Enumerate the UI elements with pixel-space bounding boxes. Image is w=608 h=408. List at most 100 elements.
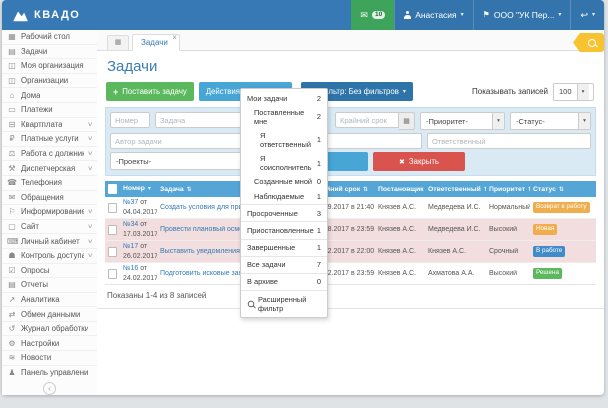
history-menu[interactable]: ↩ ▾ <box>570 0 604 30</box>
sidebar-item-paid-services[interactable]: ₽ Платные услуги ∨ <box>2 132 97 147</box>
filter-priority-select[interactable]: -Приоритет- ▾ <box>420 112 505 130</box>
records-per-page: Показывать записей 100 ▾ <box>472 82 596 101</box>
messages-button[interactable]: ✉ 10 <box>351 0 395 30</box>
task-title-link[interactable]: Подготовить исковые заявления д <box>160 270 272 277</box>
task-author: Князев А.С. <box>378 270 417 277</box>
sidebar-item-surveys[interactable]: ☑ Опросы <box>2 264 97 279</box>
task-number-link[interactable]: №16 <box>123 265 139 273</box>
column-header-number[interactable]: Номер ▾ <box>123 185 151 193</box>
table-row: №17 от 26.02.2017 Выставить уведомления … <box>105 241 596 263</box>
task-title-link[interactable]: Выставить уведомления о задолж <box>160 248 272 255</box>
tasks-table: Номер ▾ Задача ⇅ Крайний срок ⇅ Постанов… <box>105 181 596 285</box>
sidebar-item-website[interactable]: ▢ Сайт ∨ <box>2 220 97 235</box>
select-all-checkbox[interactable] <box>108 184 117 194</box>
filter-menu-item-advanced-filter[interactable]: Расширенный фильтр <box>241 292 327 315</box>
sidebar-item-news[interactable]: ≋ Новости <box>2 351 97 366</box>
filter-menu-item-i-am-responsible[interactable]: Я ответственный 1 <box>260 130 321 149</box>
quick-search-button[interactable] <box>573 33 604 52</box>
create-task-button[interactable]: + Поставить задачу <box>106 82 194 101</box>
column-header-task[interactable]: Задача ⇅ <box>160 185 192 193</box>
filter-menu-item-archived[interactable]: В архиве 0 <box>247 277 321 287</box>
wallet-icon: ⊟ <box>8 119 16 129</box>
chevron-down-icon: ▾ <box>576 83 589 100</box>
menu-divider <box>241 204 327 206</box>
filter-menu-item-all-tasks[interactable]: Все задачи 7 <box>247 260 321 270</box>
sidebar-item-data-exchange[interactable]: ⇄ Обмен данными <box>2 307 97 322</box>
sidebar-item-tasks[interactable]: ▤ Задачи <box>2 45 97 60</box>
filter-status-select[interactable]: -Статус- ▾ <box>510 112 591 130</box>
filter-task-input[interactable] <box>155 112 249 128</box>
filter-deadline-input[interactable] <box>335 112 399 128</box>
row-checkbox[interactable] <box>108 268 117 279</box>
column-header-responsible[interactable]: Ответственный ⇅ <box>425 186 486 193</box>
sidebar-item-analytics[interactable]: ↗ Аналитика <box>2 293 97 308</box>
filter-number-input[interactable] <box>110 112 150 128</box>
company-menu[interactable]: ⚑ ООО "УК Пер... ▾ <box>472 0 571 30</box>
sidebar-item-reports[interactable]: ▤ Отчеты <box>2 278 97 293</box>
table-row: №37 от 04.04.2017 Создать условия для пр… <box>105 197 596 219</box>
laptop-icon: ⌨ <box>7 236 19 246</box>
close-filter-button[interactable]: ✖ Закрыть <box>373 152 465 171</box>
task-deadline: 30.09.2017 в 21:40 <box>314 204 375 211</box>
filter-panel: ▦ -Приоритет- ▾ -Статус- ▾ <box>105 107 596 176</box>
filter-menu-item-assigned-to-me[interactable]: Поставленные мне 2 <box>254 107 321 126</box>
sidebar-collapse-button[interactable]: ‹ <box>43 382 56 395</box>
sidebar-item-my-organization[interactable]: ◫ Моя организация <box>2 59 97 74</box>
tab-tasks[interactable]: Задачи × <box>132 34 180 51</box>
search-icon <box>587 38 596 47</box>
sidebar-item-informing[interactable]: ⚐ Информирование ∨ <box>2 205 97 220</box>
column-header-author[interactable]: Постановщик ⇅ <box>378 185 424 193</box>
sidebar-item-rent[interactable]: ⊟ Квартплата ∨ <box>2 118 97 133</box>
sidebar-item-processing-log[interactable]: ↺ Журнал обработки <box>2 322 97 337</box>
sidebar-item-dashboard[interactable]: ▦ Рабочий стол <box>2 30 97 45</box>
sidebar-item-dispatch[interactable]: ⚒ Диспетчерская ∨ <box>2 161 97 176</box>
row-checkbox[interactable] <box>108 224 117 235</box>
filter-menu-item-i-am-coexecutor[interactable]: Я соисполнитель 1 <box>260 154 321 173</box>
task-number-link[interactable]: №17 <box>123 243 139 251</box>
sidebar-item-settings[interactable]: ⚙ Настройки <box>2 336 97 352</box>
user-menu[interactable]: Анастасия ▾ <box>394 0 473 30</box>
filter-row-3: -Проекты- ▾ ✖ Закрыть <box>110 152 591 171</box>
tab-list-grid-icon[interactable]: ▦ <box>107 35 129 50</box>
sidebar-item-houses[interactable]: ⌂ Дома <box>2 88 97 103</box>
task-priority: Высокий <box>489 270 518 277</box>
sidebar-item-telephony[interactable]: ☎ Телефония <box>2 176 97 191</box>
brand-logo[interactable]: КВАДО <box>2 0 90 30</box>
calendar-icon[interactable]: ▦ <box>399 112 415 130</box>
sidebar-item-personal-account[interactable]: ⌨ Личный кабинет ∨ <box>2 234 97 249</box>
row-checkbox[interactable] <box>108 246 117 257</box>
row-checkbox[interactable] <box>108 202 117 213</box>
chart-icon: ↗ <box>8 294 16 304</box>
records-per-page-select[interactable]: 100 ▾ <box>553 82 594 101</box>
shield-icon: ☗ <box>8 251 16 261</box>
filter-menu-item-overdue[interactable]: Просроченные 3 <box>247 208 321 218</box>
task-number-link[interactable]: №34 <box>123 221 139 229</box>
chevron-down-icon: ▾ <box>578 113 590 129</box>
sidebar-item-payments[interactable]: ▭ Платежи <box>2 103 97 118</box>
task-number-link[interactable]: №37 <box>123 199 139 207</box>
filter-menu-item-suspended[interactable]: Приостановленные 1 <box>247 225 321 235</box>
table-row: №34 от 17.03.2017 Провести плановый осмо… <box>105 219 596 241</box>
filter-menu-item-my-tasks[interactable]: Мои задачи 2 <box>247 93 321 103</box>
column-header-deadline[interactable]: Крайний срок ⇅ <box>314 185 369 193</box>
column-header-priority[interactable]: Приоритет ⇅ <box>486 186 530 193</box>
dashboard-grid-icon: ▦ <box>8 32 16 42</box>
column-header-status[interactable]: Статус ⇅ <box>533 185 564 193</box>
sidebar-item-access-control[interactable]: ☗ Контроль доступа ∨ <box>2 249 97 264</box>
page-title: Задачи <box>107 58 158 75</box>
menu-divider <box>241 221 327 223</box>
filter-responsible-input[interactable] <box>427 133 591 149</box>
sidebar-item-debtors[interactable]: ⚖Работа с должниками∨ <box>2 147 97 162</box>
task-title-link[interactable]: Создать условия для приема жил <box>160 204 270 211</box>
filter-menu-item-watched[interactable]: Наблюдаемые 1 <box>254 191 321 201</box>
sidebar-item-appeals[interactable]: ✉ Обращения <box>2 191 97 206</box>
task-title-link[interactable]: Провести плановый осмотр МКД-о <box>160 226 273 233</box>
sort-icon: ⇅ <box>363 186 369 193</box>
sidebar-item-control-panel[interactable]: ♟ Панель управления <box>8 367 88 377</box>
sidebar-item-organizations[interactable]: ◫ Организации <box>2 74 97 89</box>
filter-menu-item-completed[interactable]: Завершенные 1 <box>247 243 321 253</box>
tab-close-icon[interactable]: × <box>172 33 177 42</box>
task-deadline: 31.08.2017 в 23:59 <box>314 226 375 233</box>
filter-menu-item-created-by-me[interactable]: Созданные мной 0 <box>254 177 321 187</box>
filter-projects-select[interactable]: -Проекты- ▾ <box>110 152 255 170</box>
